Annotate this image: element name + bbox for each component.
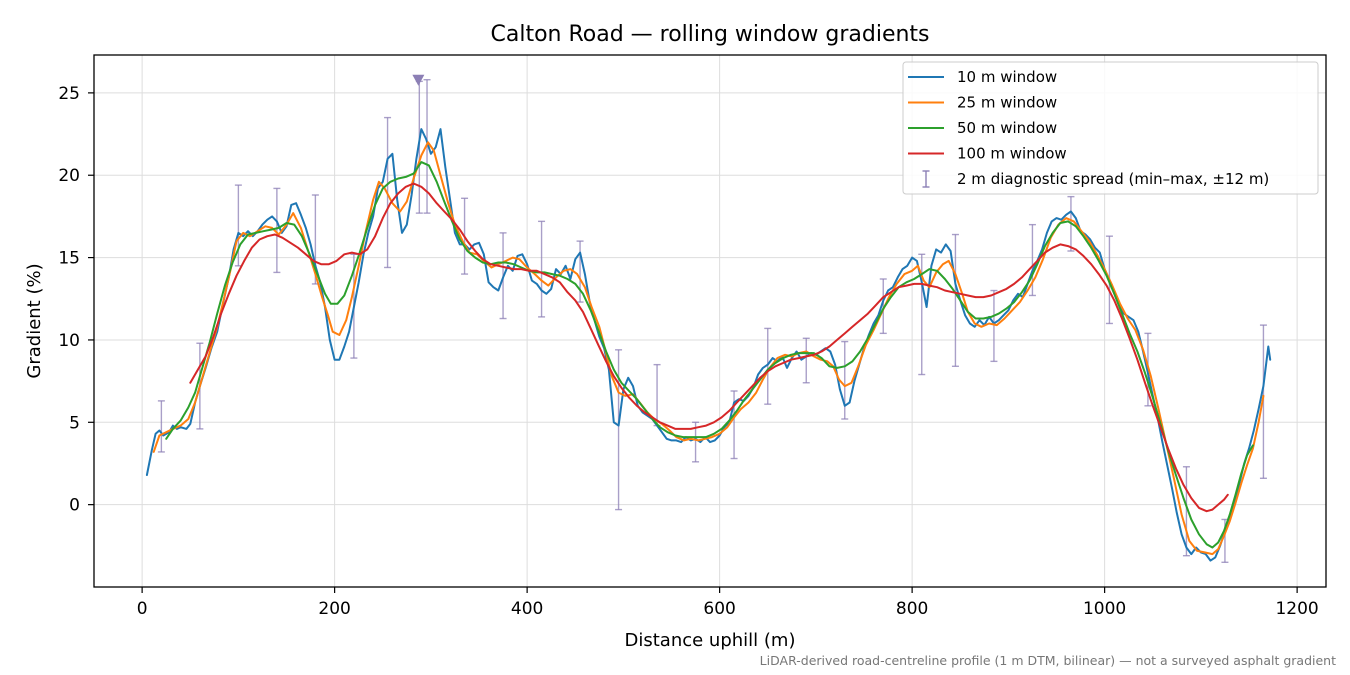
x-axis-ticks: 0 200 400 600 800 1000 1200 (137, 587, 1319, 619)
x-tick-label: 1200 (1275, 599, 1318, 619)
legend-box (902, 61, 1319, 195)
y-axis-ticks: 0 5 10 15 20 25 (58, 84, 94, 516)
series-line-2 (152, 141, 1265, 556)
x-tick-label: 200 (318, 599, 350, 619)
series-line-3 (165, 161, 1254, 549)
series-line-1 (145, 128, 1272, 562)
legend-label: 10 m window (957, 68, 1057, 86)
y-axis-label: Gradient (%) (24, 263, 45, 378)
error-bar (415, 80, 423, 214)
footnote: LiDAR-derived road-centreline profile (1… (760, 653, 1336, 668)
error-bar (692, 421, 700, 463)
x-axis-label: Distance uphill (m) (625, 630, 796, 651)
x-tick-label: 800 (896, 599, 928, 619)
error-bar (841, 340, 849, 420)
legend-label: 2 m diagnostic spread (min–max, ±12 m) (957, 170, 1269, 188)
error-bar (1259, 324, 1267, 479)
chart-title: Calton Road — rolling window gradients (490, 22, 929, 47)
series-line-4 (189, 182, 1229, 513)
error-bar (879, 278, 887, 335)
series-lines (145, 128, 1272, 562)
x-tick-label: 1000 (1083, 599, 1126, 619)
error-bar (273, 187, 281, 274)
error-bar (990, 289, 998, 363)
error-bar (538, 220, 546, 318)
error-bar (764, 327, 772, 405)
error-bar (1182, 466, 1190, 557)
x-tick-label: 0 (137, 599, 148, 619)
y-tick-label: 15 (58, 249, 80, 269)
y-tick-label: 20 (58, 166, 80, 186)
error-bar (802, 337, 810, 384)
error-bar (951, 233, 959, 367)
legend-label: 100 m window (957, 145, 1067, 163)
x-tick-label: 600 (703, 599, 735, 619)
y-tick-label: 10 (58, 331, 80, 351)
x-tick-label: 400 (511, 599, 543, 619)
y-tick-label: 5 (69, 413, 80, 433)
y-tick-label: 25 (58, 84, 80, 104)
error-bar (576, 240, 584, 303)
y-tick-label: 0 (69, 496, 80, 516)
error-bar (157, 400, 165, 453)
peak-marker (412, 74, 425, 86)
error-bar (653, 363, 661, 427)
peak-marker-group (412, 74, 425, 86)
legend-label: 50 m window (957, 119, 1057, 137)
legend-label: 25 m window (957, 94, 1057, 112)
plot-frame (93, 54, 1327, 588)
legend: 10 m window 25 m window 50 m window 100 m w… (902, 61, 1319, 195)
